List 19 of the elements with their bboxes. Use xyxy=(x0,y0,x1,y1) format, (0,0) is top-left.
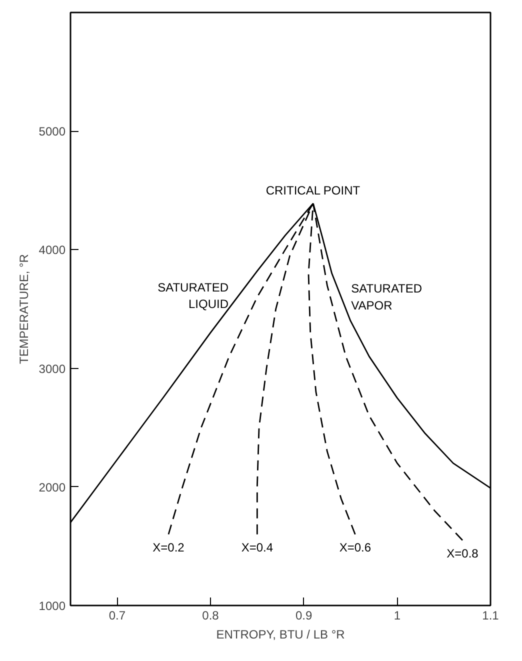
series-label: X=0.4 xyxy=(241,540,274,554)
x-tick-label: 0.7 xyxy=(108,608,126,622)
x-tick-label: 1.1 xyxy=(482,608,500,622)
y-tick-label: 3000 xyxy=(38,362,66,376)
x-tick-label: 1 xyxy=(394,608,401,622)
annotation: SATURATED VAPOR xyxy=(351,282,422,313)
series-label: X=0.6 xyxy=(339,540,372,554)
annotation: SATURATED LIQUID xyxy=(158,280,229,312)
series-label: X=0.2 xyxy=(152,540,185,554)
y-axis-title: TEMPERATURE, °R xyxy=(16,254,31,364)
x-tick-label: 0.8 xyxy=(202,608,220,622)
y-tick-label: 4000 xyxy=(38,243,66,258)
series-label: X=0.8 xyxy=(446,546,479,560)
y-tick-label: 1000 xyxy=(38,599,66,613)
annotation: CRITICAL POINT xyxy=(266,183,361,198)
x-tick-label: 0.9 xyxy=(295,608,312,622)
y-tick-label: 2000 xyxy=(38,480,66,494)
x-axis-title: ENTROPY, BTU / LB °R xyxy=(216,628,346,642)
y-tick-label: 5000 xyxy=(38,124,66,139)
